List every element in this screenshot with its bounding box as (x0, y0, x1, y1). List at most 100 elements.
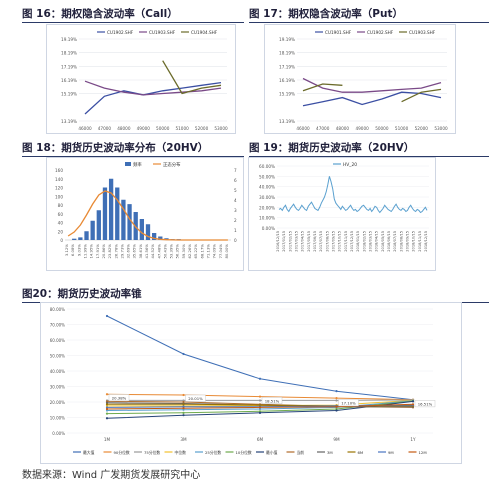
fig20-series-marker (182, 352, 185, 356)
fig16-legend-label: CU1902.SHF (107, 30, 134, 35)
fig19-xtick-label: 2017/10/15 (338, 231, 342, 252)
fig19-xtick-label: 2016/12/15 (276, 231, 280, 252)
fig20-ytick-label: 80.00% (50, 307, 65, 312)
fig16-series-line (84, 81, 222, 115)
fig18-xtick-label: 38.61% (138, 244, 143, 259)
fig16-ytick-label: 16.19% (61, 78, 77, 83)
fig18-bar (96, 210, 101, 240)
fig18-xtick-label: 23.82% (107, 244, 112, 259)
fig20-legend-label: 25分位数 (205, 450, 221, 455)
fig16-svg: 13.19% 15.19% 16.19% 17.19% 18.19% 19.19% 4600… (61, 30, 228, 131)
fig19-xtick-label: 2018/02/15 (362, 231, 366, 252)
fig19-series-line (278, 176, 428, 214)
fig16-ytick-label: 13.19% (61, 119, 77, 124)
fig20-series-marker (182, 414, 185, 417)
fig20-series-marker (335, 405, 338, 408)
fig20-ytick-label: 70.00% (50, 323, 65, 328)
fig19-xtick-label: 2017/01/15 (282, 231, 286, 252)
fig18-ytick-label: 160 (55, 168, 63, 173)
fig18-bar (72, 238, 77, 240)
fig19-xtick-label: 2018/12/15 (424, 231, 428, 252)
fig17-xtick-label: 52000 (415, 126, 429, 131)
fig16-series-line (162, 60, 222, 95)
fig20-series-marker (182, 400, 185, 404)
fig18-bar (90, 220, 95, 240)
fig20-series-marker (335, 407, 338, 411)
fig16-legend-label: CU1903.SHF (149, 30, 176, 35)
fig18-xtick-label: 56.35% (175, 244, 180, 259)
fig20-legend-label: 当前 (297, 450, 305, 455)
fig19-ytick-label: 30.00% (259, 195, 275, 200)
fig19-xtick-label: 2017/08/15 (325, 231, 329, 252)
fig19-xtick-label: 2017/12/15 (350, 231, 354, 252)
fig20-chart: 0.00% 10.00% 20.00% 30.00% 40.00% 50.00% 60.00… (40, 302, 462, 464)
fig16-xtick-label: 48000 (117, 126, 131, 131)
fig19-xtick-label: 2017/09/15 (332, 231, 336, 252)
fig18-legend-label-bar: 频率 (133, 161, 142, 168)
fig20-series-marker (105, 407, 109, 411)
fig17-ytick-label: 17.19% (279, 64, 295, 69)
fig20-title: 图20：期货历史波动率锥 (22, 286, 489, 303)
fig18-legend-label-line: 正态分布 (163, 161, 181, 168)
fig17-chart: 13.19% 15.19% 16.19% 17.19% 18.19% 19.19% 4600… (264, 24, 456, 134)
fig19-xtick-label: 2018/05/15 (381, 231, 385, 252)
fig20-series-marker (411, 400, 415, 403)
fig20-ytick-label: 30.00% (50, 385, 65, 390)
fig20-data-label: 20.38% (112, 395, 127, 400)
fig16-title: 图 16：期权隐含波动率（Call） (22, 6, 244, 23)
fig20-legend-label: 最小值 (266, 450, 278, 455)
fig18-xtick-label: 41.56% (144, 244, 149, 259)
fig20-ytick-label: 60.00% (50, 338, 65, 343)
fig20-series-marker (182, 408, 185, 411)
fig17-ytick-label: 19.19% (279, 37, 295, 42)
fig18-ytick-label: 60 (58, 212, 64, 217)
fig20-series-marker (182, 403, 185, 406)
fig18-y2tick-label: 3 (234, 208, 237, 213)
fig18-y2tick-label: 1 (234, 228, 237, 233)
fig17-series-line (302, 77, 442, 93)
fig19-xtick-label: 2018/07/15 (393, 231, 397, 252)
fig18-bar (145, 224, 151, 240)
fig20-xtick-label: 1Y (410, 437, 416, 442)
fig20-data-label: 18.51% (265, 398, 280, 403)
fig20-data-label: 17.10% (341, 400, 356, 405)
fig17-xtick-label: 49000 (355, 126, 369, 131)
fig18-xtick-label: 17.91% (95, 244, 100, 259)
fig17-svg: 13.19% 15.19% 16.19% 17.19% 18.19% 19.19% 4600… (279, 30, 448, 131)
fig18-y2tick-label: 4 (234, 198, 237, 203)
fig19-xtick-label: 2018/09/15 (406, 231, 410, 252)
fig20-series-marker (105, 403, 109, 406)
fig20-series-marker (335, 409, 338, 412)
fig20-series-marker (105, 401, 109, 404)
fig20-series-marker (105, 409, 109, 412)
fig20-ytick-label: 40.00% (50, 369, 65, 374)
fig20-series-line (106, 315, 414, 401)
fig19-chart: 0.00% 10.00% 20.00% 30.00% 40.00% 50.00% 60.00… (248, 157, 436, 271)
fig19-xtick-label: 2018/04/15 (375, 231, 379, 252)
fig19-xtick-label: 2017/04/15 (301, 231, 305, 252)
fig18-y2tick-label: 6 (234, 178, 237, 183)
fig18-xtick-label: 80.00% (224, 244, 229, 259)
fig16-chart: 13.19% 15.19% 16.19% 17.19% 18.19% 19.19% 4600… (46, 24, 236, 134)
fig20-legend-label: 6M (358, 450, 364, 455)
fig16-legend-label: CU1904.SHF (191, 30, 218, 35)
fig18-ytick-label: 120 (55, 186, 63, 191)
fig16-xtick-label: 49000 (137, 126, 151, 131)
fig20-legend-label: 75分位数 (144, 450, 160, 455)
fig20-series-marker (335, 399, 338, 402)
fig20-xtick-label: 9M (333, 437, 340, 442)
fig18-bar (127, 204, 132, 240)
fig17-ytick-label: 15.19% (279, 92, 295, 97)
fig20-legend-label: 10分位数 (236, 450, 252, 455)
fig19-xtick-label: 2018/01/15 (356, 231, 360, 252)
fig19-ytick-label: 0.00% (262, 226, 275, 231)
fig20-svg: 0.00% 10.00% 20.00% 30.00% 40.00% 50.00% 60.00… (50, 307, 436, 455)
fig18-ytick-label: 20 (58, 229, 64, 234)
fig18-title: 图 18：期货历史波动率分布（20HV） (22, 140, 244, 157)
fig20-series-marker (258, 399, 262, 402)
fig18-xtick-label: 9.03% (76, 244, 81, 256)
fig17-legend-label: CU1901.SHF (325, 30, 352, 35)
fig17-xtick-label: 50000 (375, 126, 389, 131)
fig17-series-line (302, 83, 442, 103)
fig16-ytick-label: 18.19% (61, 51, 77, 56)
